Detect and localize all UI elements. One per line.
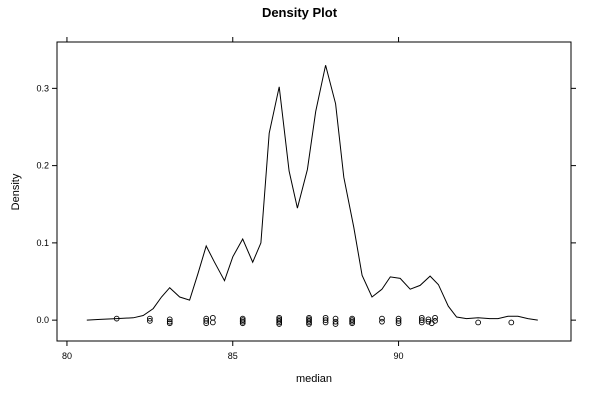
rug-point <box>425 318 432 325</box>
rug-point <box>332 321 339 327</box>
rug-point <box>418 319 425 326</box>
rug-point <box>379 318 385 325</box>
x-tick-label: 80 <box>62 351 72 361</box>
chart-title: Density Plot <box>262 5 338 20</box>
y-axis: 0.0 0.1 0.2 0.3 <box>36 83 576 325</box>
rug-point <box>306 321 312 327</box>
rug-point <box>166 320 173 327</box>
rug-point <box>166 316 173 323</box>
rug-point <box>322 317 329 323</box>
rug-point <box>322 319 329 326</box>
rug-point <box>276 319 283 326</box>
x-axis-label: median <box>296 373 332 385</box>
rug-point <box>349 320 355 327</box>
y-tick-label: 0.2 <box>36 161 49 171</box>
rug-point <box>306 319 312 326</box>
rug-point <box>379 315 385 322</box>
rug-point <box>306 318 312 324</box>
rug-point <box>349 318 355 325</box>
rug-point <box>432 314 438 321</box>
rug-point <box>276 321 283 327</box>
rug-points <box>113 314 515 327</box>
density-line <box>86 65 538 321</box>
x-tick-label: 85 <box>228 351 238 361</box>
y-axis-label: Density <box>10 173 22 210</box>
plot-frame <box>56 41 572 342</box>
rug-point <box>332 318 339 325</box>
rug-point <box>147 315 153 322</box>
rug-point <box>432 318 438 324</box>
rug-point <box>276 318 283 324</box>
rug-point <box>239 320 246 327</box>
rug-point <box>239 317 246 323</box>
rug-point <box>203 318 210 324</box>
rug-point <box>210 319 216 326</box>
rug-point <box>203 320 210 327</box>
x-tick-label: 90 <box>394 351 404 361</box>
rug-point <box>166 318 173 325</box>
rug-point <box>475 319 481 326</box>
rug-point <box>395 318 402 324</box>
rug-point <box>395 320 402 327</box>
y-tick-label: 0.0 <box>36 315 49 325</box>
rug-point <box>425 316 432 323</box>
rug-point <box>210 314 216 321</box>
rug-point <box>113 315 120 322</box>
rug-point <box>349 317 355 323</box>
x-axis: 80 85 90 <box>62 37 404 361</box>
y-tick-label: 0.3 <box>36 83 49 93</box>
rug-point <box>147 318 153 324</box>
y-tick-label: 0.1 <box>36 238 49 248</box>
rug-point <box>332 315 339 322</box>
rug-point <box>418 317 425 323</box>
rug-point <box>239 318 246 325</box>
rug-point <box>508 319 515 326</box>
